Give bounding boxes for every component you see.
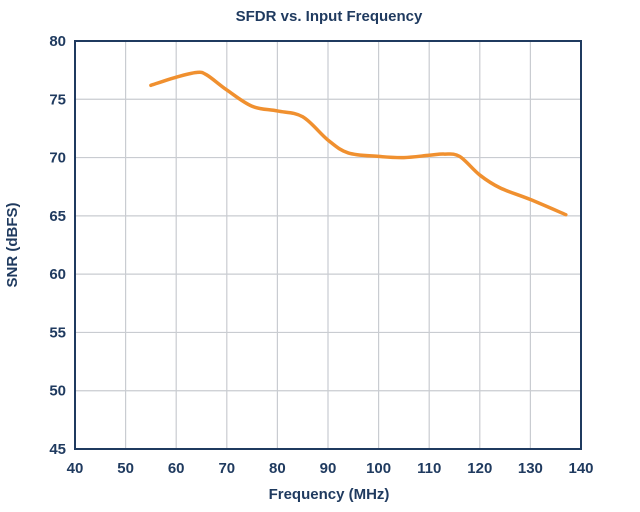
series-layer — [149, 70, 568, 217]
x-axis-ticks: 40 50 60 70 80 90 100 110 120 130 140 — [67, 460, 594, 477]
y-tick-label: 65 — [49, 208, 66, 225]
plot-frame — [74, 40, 582, 450]
x-tick-label: 70 — [218, 460, 235, 477]
x-tick-label: 50 — [117, 460, 134, 477]
x-tick-label: 120 — [467, 460, 492, 477]
y-tick-label: 60 — [49, 266, 66, 283]
x-tick-label: 110 — [417, 460, 441, 477]
x-tick-label: 100 — [366, 460, 391, 477]
x-tick-label: 40 — [67, 460, 84, 477]
x-tick-label: 60 — [168, 460, 185, 477]
y-tick-label: 70 — [49, 150, 66, 167]
y-tick-label: 50 — [49, 383, 66, 400]
y-tick-label: 75 — [49, 91, 66, 108]
x-tick-label: 140 — [568, 460, 593, 477]
grid — [75, 41, 581, 449]
chart-title: SFDR vs. Input Frequency — [236, 8, 423, 25]
y-axis-ticks: 80 75 70 65 60 55 50 45 — [49, 33, 66, 458]
x-tick-label: 130 — [518, 460, 543, 477]
x-tick-label: 80 — [269, 460, 286, 477]
series-line-sfdr — [149, 70, 568, 217]
y-axis-label: SNR (dBFS) — [4, 203, 21, 288]
y-tick-label: 80 — [49, 33, 66, 50]
y-tick-label: 45 — [49, 441, 66, 458]
x-tick-label: 90 — [320, 460, 337, 477]
x-axis-label: Frequency (MHz) — [269, 486, 390, 503]
y-tick-label: 55 — [49, 324, 66, 341]
